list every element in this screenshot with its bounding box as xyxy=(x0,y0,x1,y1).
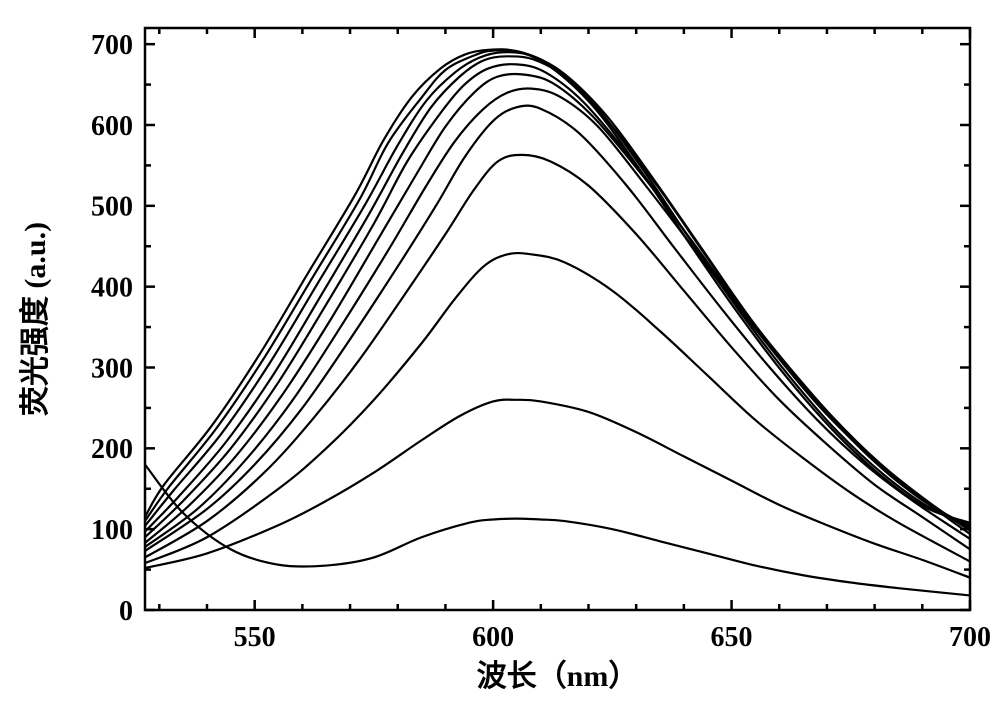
chart-svg: 550 600 650 700 0 100 200 300 400 500 600 700 波长（nm）… xyxy=(0,0,1000,717)
y-tick-label: 0 xyxy=(119,596,133,627)
spectra-chart: 550 600 650 700 0 100 200 300 400 500 600 700 波长（nm）… xyxy=(0,0,1000,717)
x-tick-label: 700 xyxy=(949,622,991,653)
spectrum-c12 xyxy=(145,49,970,522)
spectrum-c03 xyxy=(145,253,970,563)
y-tick-label: 400 xyxy=(91,272,133,303)
spectrum-c10 xyxy=(145,52,970,526)
y-axis-title: 荧光强度 (a.u.) xyxy=(19,222,52,416)
y-tick-label: 600 xyxy=(91,111,133,142)
x-tick-label: 600 xyxy=(472,622,514,653)
y-tick-label: 500 xyxy=(91,192,133,223)
x-tick-label: 550 xyxy=(234,622,276,653)
plot-frame xyxy=(145,28,970,610)
y-tick-label: 200 xyxy=(91,434,133,465)
spectrum-c05 xyxy=(145,106,970,551)
spectrum-c07 xyxy=(145,74,970,543)
x-axis-title: 波长（nm） xyxy=(477,659,639,693)
y-ticks: 0 100 200 300 400 500 600 700 xyxy=(91,30,970,627)
spectrum-c06 xyxy=(145,88,970,546)
y-tick-label: 100 xyxy=(91,515,133,546)
y-tick-label: 700 xyxy=(91,30,133,61)
spectrum-c11 xyxy=(145,50,970,523)
x-tick-label: 650 xyxy=(711,622,753,653)
y-tick-label: 300 xyxy=(91,353,133,384)
series-group xyxy=(145,49,970,595)
spectrum-c08 xyxy=(145,64,970,537)
